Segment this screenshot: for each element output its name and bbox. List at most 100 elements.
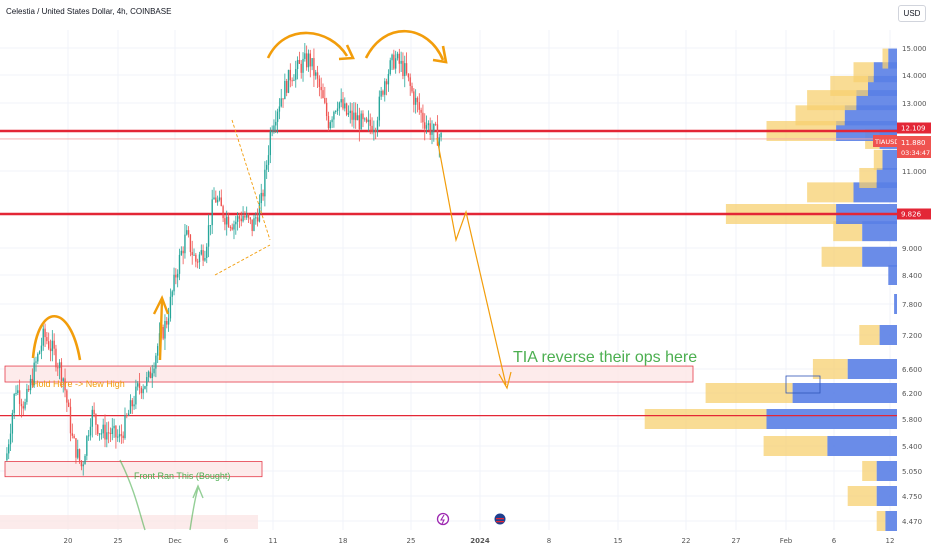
candle-body [73, 435, 75, 439]
candle-body [440, 132, 442, 138]
candle-body [40, 345, 43, 352]
volume-profile-bar-sell [644, 409, 767, 429]
candle-body [371, 125, 373, 133]
candle-body [278, 106, 281, 112]
candle-body [411, 85, 413, 92]
candle-body [115, 425, 117, 438]
candle-body [227, 216, 230, 227]
candle-body [378, 96, 381, 121]
price-tags: 12.109 9.826 TIAUSD 11.880 03:34:47 [873, 122, 931, 220]
candle-body [429, 123, 431, 135]
last-price-tag-bg [897, 136, 931, 158]
candle-body [180, 250, 182, 255]
candle-body [164, 321, 166, 339]
candle-body [355, 112, 357, 121]
volume-profile-bar-sell [882, 48, 889, 69]
x-tick-label: 15 [614, 537, 623, 545]
candle-body [13, 393, 15, 414]
candle-body [358, 115, 361, 130]
candle-body [26, 388, 28, 402]
volume-profile-bar-buy [876, 486, 897, 506]
x-axis: 20 25 Dec 6 11 18 25 2024 8 15 22 27 Feb 6 12 [64, 537, 895, 545]
symbol-tag: TIAUSD [874, 138, 899, 146]
candle-body [51, 340, 54, 352]
candle-body [400, 60, 402, 64]
volume-profile-bar-buy [888, 48, 897, 69]
volume-profile-bar-buy [879, 325, 897, 345]
candle-body [247, 214, 250, 218]
candle-body [142, 388, 144, 394]
candle-body [404, 63, 406, 77]
candle-body [58, 362, 61, 369]
x-tick-label: 27 [732, 537, 741, 545]
y-tick-label: 7.800 [902, 301, 922, 309]
currency-button[interactable]: USD [898, 5, 926, 22]
y-tick-label: 14.000 [902, 72, 927, 80]
volume-profile-bar-sell [847, 486, 877, 506]
candle-body [178, 254, 181, 274]
candle-body [351, 110, 353, 120]
arc-first-top [266, 31, 349, 59]
x-tick-label: Feb [780, 537, 793, 545]
candle-body [162, 327, 164, 339]
candle-body [409, 77, 411, 86]
candle-body [251, 219, 253, 231]
candle-body [175, 274, 177, 278]
candle-body [9, 433, 12, 445]
candle-body [189, 234, 192, 253]
candle-body [260, 192, 262, 204]
candle-body [146, 377, 148, 387]
y-tick-label: 5.400 [902, 443, 922, 451]
candle-body [402, 60, 404, 77]
candle-body [284, 80, 286, 100]
candle-body [276, 111, 279, 122]
candle-body [82, 464, 84, 467]
candle-body [29, 378, 32, 391]
candle-body [95, 414, 97, 425]
candle-body [8, 444, 10, 454]
event-icons [436, 512, 506, 526]
candle-body [215, 197, 217, 203]
candle-body [385, 81, 388, 85]
candle-body [384, 81, 386, 95]
candle-body [60, 362, 63, 381]
y-tick-label: 8.400 [902, 272, 922, 280]
candle-body [89, 426, 92, 436]
volume-profile-bar-buy [862, 246, 897, 267]
candle-body [18, 390, 21, 404]
lightning-event-icon [436, 512, 450, 526]
flag-stripe [496, 518, 504, 520]
candle-body [138, 383, 141, 388]
candle-body [291, 80, 293, 82]
candle-body [84, 455, 86, 465]
candle-body [380, 90, 382, 97]
candle-body [336, 108, 339, 112]
volume-profile-bar-sell [876, 511, 886, 531]
candle-body [280, 98, 282, 107]
price-tag-upper-level-bg [897, 122, 931, 134]
candle-body [422, 112, 424, 123]
candle-body [322, 90, 324, 99]
candle-body [349, 110, 351, 114]
candle-body [57, 367, 59, 369]
candle-body [171, 291, 173, 297]
candle-body [418, 102, 420, 110]
candle-body [28, 388, 30, 391]
candle-body [393, 54, 395, 69]
candle-body [169, 296, 172, 319]
candle-body [253, 218, 255, 231]
candle-body [345, 103, 348, 115]
candle-body [231, 227, 233, 230]
flag-stripe [496, 521, 504, 523]
candle-body [302, 58, 304, 73]
x-tick-label: 11 [269, 537, 278, 545]
candle-body [235, 221, 237, 225]
y-tick-label: 5.050 [902, 468, 922, 476]
candle-body [97, 424, 99, 434]
y-tick-label: 11.000 [902, 168, 927, 176]
candle-body [69, 406, 72, 434]
candle-body [133, 404, 135, 407]
price-tag-upper-level: 12.109 [901, 125, 926, 133]
x-tick-label: 8 [547, 537, 551, 545]
